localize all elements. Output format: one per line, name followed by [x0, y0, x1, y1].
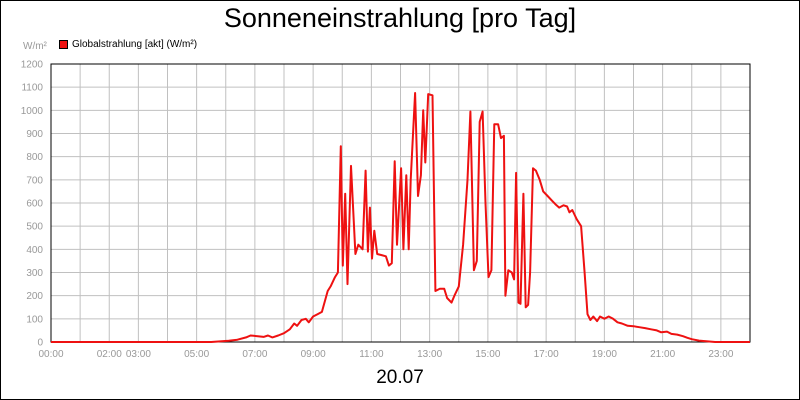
- x-tick-label: 19:00: [592, 349, 617, 360]
- x-tick-label: 02:00: [97, 349, 122, 360]
- y-tick-label: 1100: [21, 83, 43, 94]
- x-tick-label: 11:00: [359, 349, 384, 360]
- series-line-globalstrahlung: [51, 92, 750, 343]
- x-axis-date-label: 20.07: [376, 367, 424, 388]
- x-tick-label: 03:00: [126, 349, 151, 360]
- y-tick-label: 100: [26, 314, 43, 325]
- x-tick-label: 23:00: [708, 349, 733, 360]
- legend-label: Globalstrahlung [akt] (W/m²): [72, 39, 198, 50]
- legend: Globalstrahlung [akt] (W/m²): [59, 39, 197, 50]
- y-tick-label: 700: [26, 175, 43, 186]
- y-tick-label: 900: [26, 129, 43, 140]
- y-tick-label: 500: [26, 222, 43, 233]
- y-tick-label: 200: [26, 291, 43, 302]
- y-tick-label: 1200: [21, 60, 44, 71]
- x-tick-label: 05:00: [184, 349, 209, 360]
- x-tick-label: 21:00: [650, 349, 675, 360]
- y-tick-label: 800: [26, 152, 43, 163]
- y-tick-label: 1000: [21, 106, 44, 117]
- y-axis-unit: W/m²: [23, 41, 47, 52]
- chart-title: Sonneneinstrahlung [pro Tag]: [223, 3, 577, 33]
- y-tick-label: 0: [37, 338, 43, 349]
- y-tick-label: 400: [26, 245, 43, 256]
- x-tick-label: 15:00: [475, 349, 500, 360]
- x-tick-label: 13:00: [417, 349, 442, 360]
- x-tick-label: 17:00: [534, 349, 559, 360]
- x-tick-label: 09:00: [301, 349, 326, 360]
- plot-border: [50, 63, 751, 343]
- legend-swatch: [59, 40, 68, 49]
- x-tick-label: 07:00: [242, 349, 267, 360]
- x-tick-label: 00:00: [38, 349, 63, 360]
- y-tick-label: 300: [26, 268, 43, 279]
- y-tick-label: 600: [26, 199, 43, 210]
